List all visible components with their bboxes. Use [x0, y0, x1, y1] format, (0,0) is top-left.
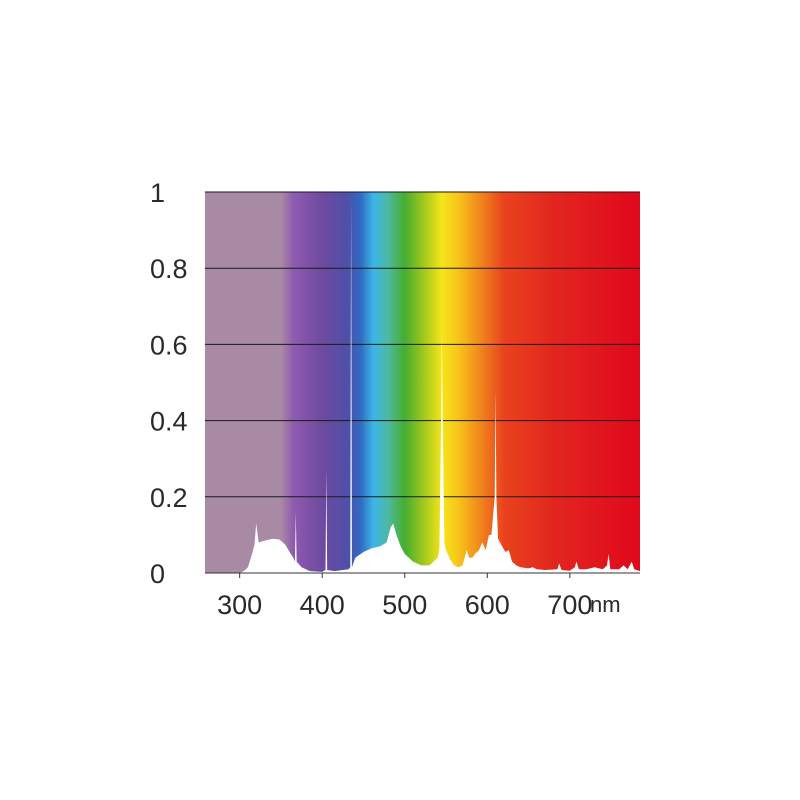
gridlines	[205, 191, 640, 498]
spectrum-background	[205, 192, 640, 573]
y-tick-label-0: 0	[150, 559, 165, 589]
y-tick-label-0-2: 0.2	[150, 483, 188, 513]
x-axis-ticks: 300 400 500 600 700	[217, 573, 592, 620]
y-axis-ticks: 0 0.2 0.4 0.6 0.8 1	[150, 178, 188, 589]
x-tick-label-300: 300	[217, 590, 262, 620]
x-tick-label-600: 600	[465, 590, 510, 620]
x-tick-label-400: 400	[300, 590, 345, 620]
x-axis-unit-label: nm	[590, 592, 621, 617]
y-tick-label-1: 1	[150, 178, 165, 208]
y-tick-label-0-4: 0.4	[150, 407, 188, 437]
y-tick-label-0-6: 0.6	[150, 330, 188, 360]
x-tick-label-700: 700	[547, 590, 592, 620]
x-tick-label-500: 500	[382, 590, 427, 620]
y-tick-label-0-8: 0.8	[150, 254, 188, 284]
